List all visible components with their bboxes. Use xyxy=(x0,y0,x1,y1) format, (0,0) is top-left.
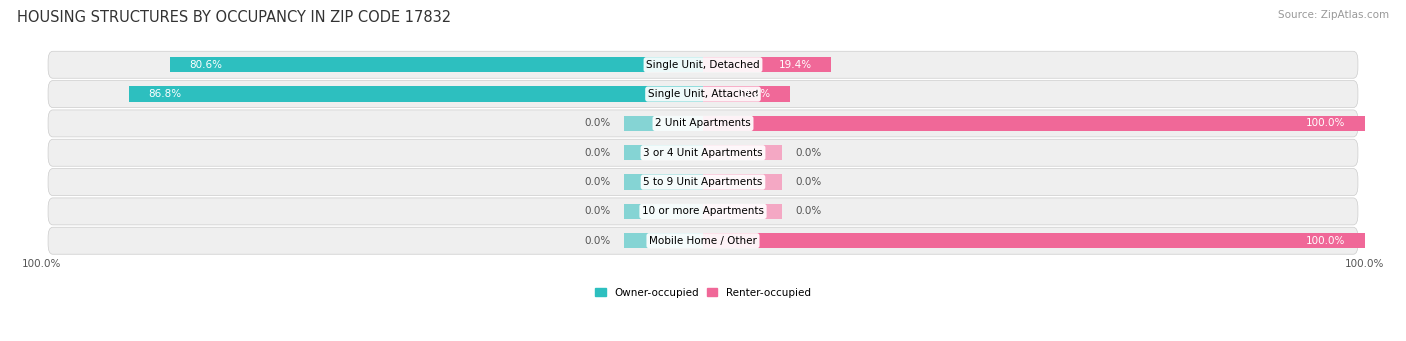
Text: 13.2%: 13.2% xyxy=(737,89,770,99)
Bar xyxy=(129,87,703,102)
FancyBboxPatch shape xyxy=(48,198,1358,225)
Bar xyxy=(624,116,703,131)
Text: HOUSING STRUCTURES BY OCCUPANCY IN ZIP CODE 17832: HOUSING STRUCTURES BY OCCUPANCY IN ZIP C… xyxy=(17,10,451,25)
Bar xyxy=(703,87,790,102)
Text: 5 to 9 Unit Apartments: 5 to 9 Unit Apartments xyxy=(644,177,762,187)
Legend: Owner-occupied, Renter-occupied: Owner-occupied, Renter-occupied xyxy=(591,283,815,302)
Bar xyxy=(703,204,782,219)
Text: 0.0%: 0.0% xyxy=(796,148,823,158)
FancyBboxPatch shape xyxy=(48,110,1358,137)
Text: 0.0%: 0.0% xyxy=(583,206,610,217)
Text: Single Unit, Detached: Single Unit, Detached xyxy=(647,60,759,70)
Text: 10 or more Apartments: 10 or more Apartments xyxy=(643,206,763,217)
Text: 2 Unit Apartments: 2 Unit Apartments xyxy=(655,118,751,129)
Text: Source: ZipAtlas.com: Source: ZipAtlas.com xyxy=(1278,10,1389,20)
Text: 100.0%: 100.0% xyxy=(21,259,60,269)
Bar xyxy=(703,145,782,160)
Text: 0.0%: 0.0% xyxy=(583,236,610,246)
Text: Mobile Home / Other: Mobile Home / Other xyxy=(650,236,756,246)
Text: 80.6%: 80.6% xyxy=(190,60,222,70)
Bar xyxy=(624,204,703,219)
FancyBboxPatch shape xyxy=(48,80,1358,107)
Text: 0.0%: 0.0% xyxy=(583,148,610,158)
Bar xyxy=(624,145,703,160)
Text: 86.8%: 86.8% xyxy=(149,89,181,99)
Text: 100.0%: 100.0% xyxy=(1346,259,1385,269)
Bar xyxy=(624,233,703,248)
Bar xyxy=(703,233,1365,248)
Text: 0.0%: 0.0% xyxy=(796,206,823,217)
FancyBboxPatch shape xyxy=(48,139,1358,166)
Text: 0.0%: 0.0% xyxy=(583,177,610,187)
Bar xyxy=(170,57,703,72)
FancyBboxPatch shape xyxy=(48,51,1358,78)
FancyBboxPatch shape xyxy=(48,168,1358,196)
Bar xyxy=(703,57,831,72)
FancyBboxPatch shape xyxy=(48,227,1358,254)
Text: 19.4%: 19.4% xyxy=(779,60,811,70)
Text: Single Unit, Attached: Single Unit, Attached xyxy=(648,89,758,99)
Bar xyxy=(624,175,703,190)
Text: 100.0%: 100.0% xyxy=(1305,118,1344,129)
Bar xyxy=(703,116,1365,131)
Text: 0.0%: 0.0% xyxy=(796,177,823,187)
Bar xyxy=(703,175,782,190)
Text: 100.0%: 100.0% xyxy=(1305,236,1344,246)
Text: 3 or 4 Unit Apartments: 3 or 4 Unit Apartments xyxy=(643,148,763,158)
Text: 0.0%: 0.0% xyxy=(583,118,610,129)
